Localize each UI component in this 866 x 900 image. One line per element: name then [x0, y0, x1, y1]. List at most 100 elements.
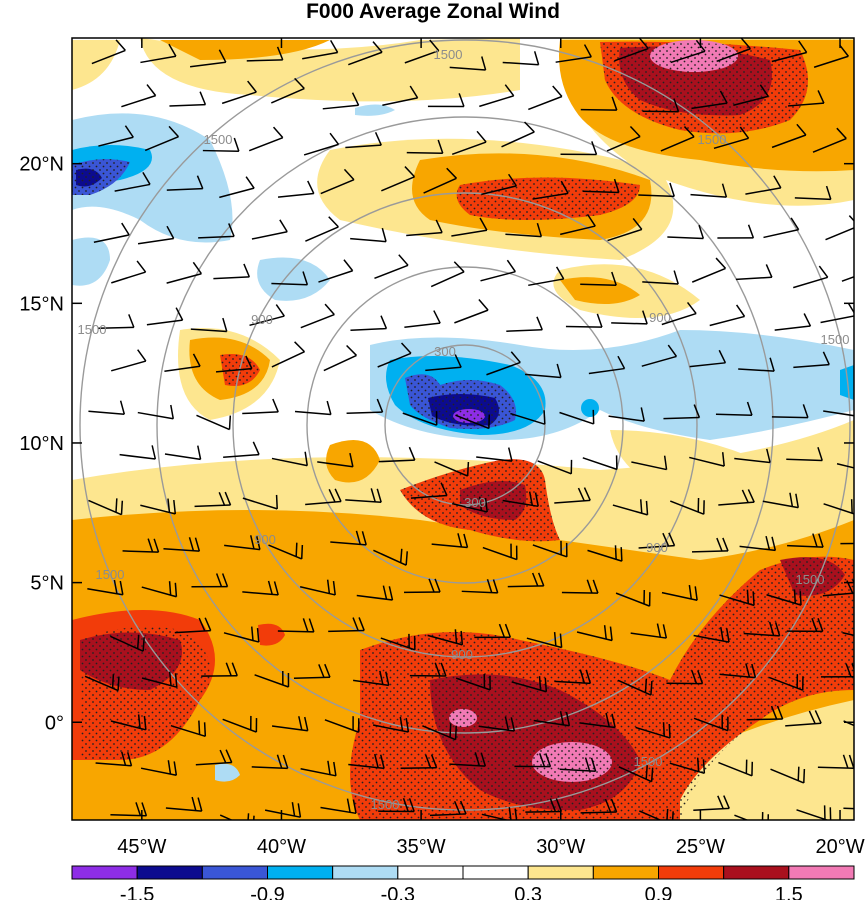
- wind-barb: [476, 447, 513, 462]
- wind-barb: [294, 400, 332, 416]
- wind-barb: [555, 44, 592, 63]
- ring-label: 1500: [796, 572, 825, 587]
- lat-label: 5°N: [30, 573, 64, 595]
- wind-barbs: [84, 38, 854, 820]
- map-title: F000 Average Zonal Wind: [306, 0, 560, 23]
- range-ring-labels: 300 300 900 900 900 900 900 1500 1500 1500 1500 150…: [78, 47, 850, 812]
- wind-barb: [842, 631, 854, 637]
- wind-barb: [404, 310, 441, 329]
- wind-barb: [378, 798, 415, 813]
- wind-barb: [785, 710, 822, 727]
- wind-barb: [317, 452, 354, 468]
- wind-barb: [249, 304, 285, 327]
- ring-label: 1500: [698, 132, 727, 147]
- wind-barb: [820, 663, 854, 678]
- wind-barb: [786, 617, 824, 633]
- latitude-axis: 0° 5°N 10°N 15°N 20°N: [19, 154, 854, 734]
- wind-barb: [670, 498, 705, 515]
- wind-barb: [642, 98, 680, 113]
- wind-barb: [771, 40, 808, 63]
- wind-barb: [554, 487, 591, 504]
- wind-barb: [716, 38, 751, 63]
- ring-label: 1500: [204, 132, 233, 147]
- wind-barb: [607, 217, 643, 242]
- wind-barb: [576, 625, 613, 642]
- ring-label: 300: [464, 495, 486, 510]
- wind-barb: [213, 263, 251, 280]
- wind-barb: [526, 631, 563, 649]
- wind-barb: [271, 451, 308, 467]
- wind-barb: [787, 533, 824, 548]
- wind-barb: [271, 341, 306, 368]
- wind-barb: [559, 409, 595, 425]
- wind-barb: [254, 670, 290, 688]
- wind-barb: [119, 445, 157, 460]
- colorbar: -1.5 -0.9 -0.3 0.3 0.9 1.5: [71, 865, 855, 900]
- wind-barb: [346, 398, 384, 415]
- wind-barb: [356, 585, 394, 601]
- wind-barb: [560, 213, 596, 236]
- contour-field: [72, 38, 854, 820]
- lon-label: 25°W: [676, 836, 725, 858]
- wind-barb: [323, 344, 358, 372]
- wind-barb: [378, 446, 416, 463]
- lon-label: 40°W: [257, 836, 306, 858]
- wind-barb: [690, 183, 728, 198]
- wind-barb: [198, 223, 235, 239]
- wind-barb: [841, 275, 854, 282]
- wind-barb: [631, 455, 668, 471]
- colorbar-swatch: [592, 865, 659, 880]
- wind-barb: [422, 723, 457, 741]
- wind-barb: [793, 351, 830, 369]
- wind-barb: [692, 537, 729, 553]
- wind-barb: [641, 344, 678, 367]
- colorbar-swatch: [723, 865, 790, 880]
- wind-barb: [348, 753, 385, 770]
- wind-barb: [717, 224, 755, 239]
- wind-barb: [666, 670, 704, 685]
- wind-barb: [843, 720, 854, 727]
- wind-barb: [455, 673, 491, 691]
- wind-barb: [271, 77, 305, 104]
- wind-barb: [510, 410, 546, 425]
- wind-barb: [431, 533, 469, 549]
- wind-barb: [300, 760, 337, 777]
- lat-label: 0°: [45, 712, 64, 734]
- wind-barb: [268, 542, 304, 560]
- wind-barb: [373, 548, 408, 566]
- ring-label: 900: [451, 647, 473, 662]
- wind-barb: [201, 662, 238, 677]
- wind-barb: [449, 752, 487, 767]
- wind-barb: [525, 798, 563, 813]
- wind-barb: [449, 56, 487, 71]
- wind-barb: [771, 404, 809, 419]
- lat-label: 10°N: [19, 433, 64, 455]
- ring-label: 1500: [634, 754, 663, 769]
- wind-barb: [110, 802, 148, 817]
- wind-barb: [618, 765, 654, 783]
- wind-barb: [787, 90, 825, 107]
- wind-barb: [606, 125, 641, 152]
- colorbar-label: -0.9: [250, 884, 284, 900]
- wind-barb: [718, 489, 755, 506]
- wind-barb: [843, 807, 854, 810]
- wind-barb: [114, 172, 151, 192]
- wind-barb: [350, 315, 388, 332]
- wind-barb: [638, 532, 676, 549]
- wind-barb: [565, 313, 603, 328]
- wind-barb: [194, 491, 232, 508]
- wind-barb: [582, 178, 620, 194]
- wind-barb: [350, 227, 387, 243]
- wind-barb: [580, 96, 618, 111]
- wind-barb: [191, 573, 229, 588]
- wind-barb: [377, 342, 412, 368]
- lon-label: 20°W: [815, 836, 864, 858]
- wind-barb: [580, 271, 617, 287]
- wind-barb: [718, 759, 754, 777]
- wind-barb: [137, 225, 175, 245]
- wind-barb: [111, 260, 147, 284]
- wind-barb: [719, 663, 757, 679]
- wind-barb: [406, 219, 443, 237]
- wind-barb: [481, 807, 518, 820]
- wind-barb: [404, 578, 441, 594]
